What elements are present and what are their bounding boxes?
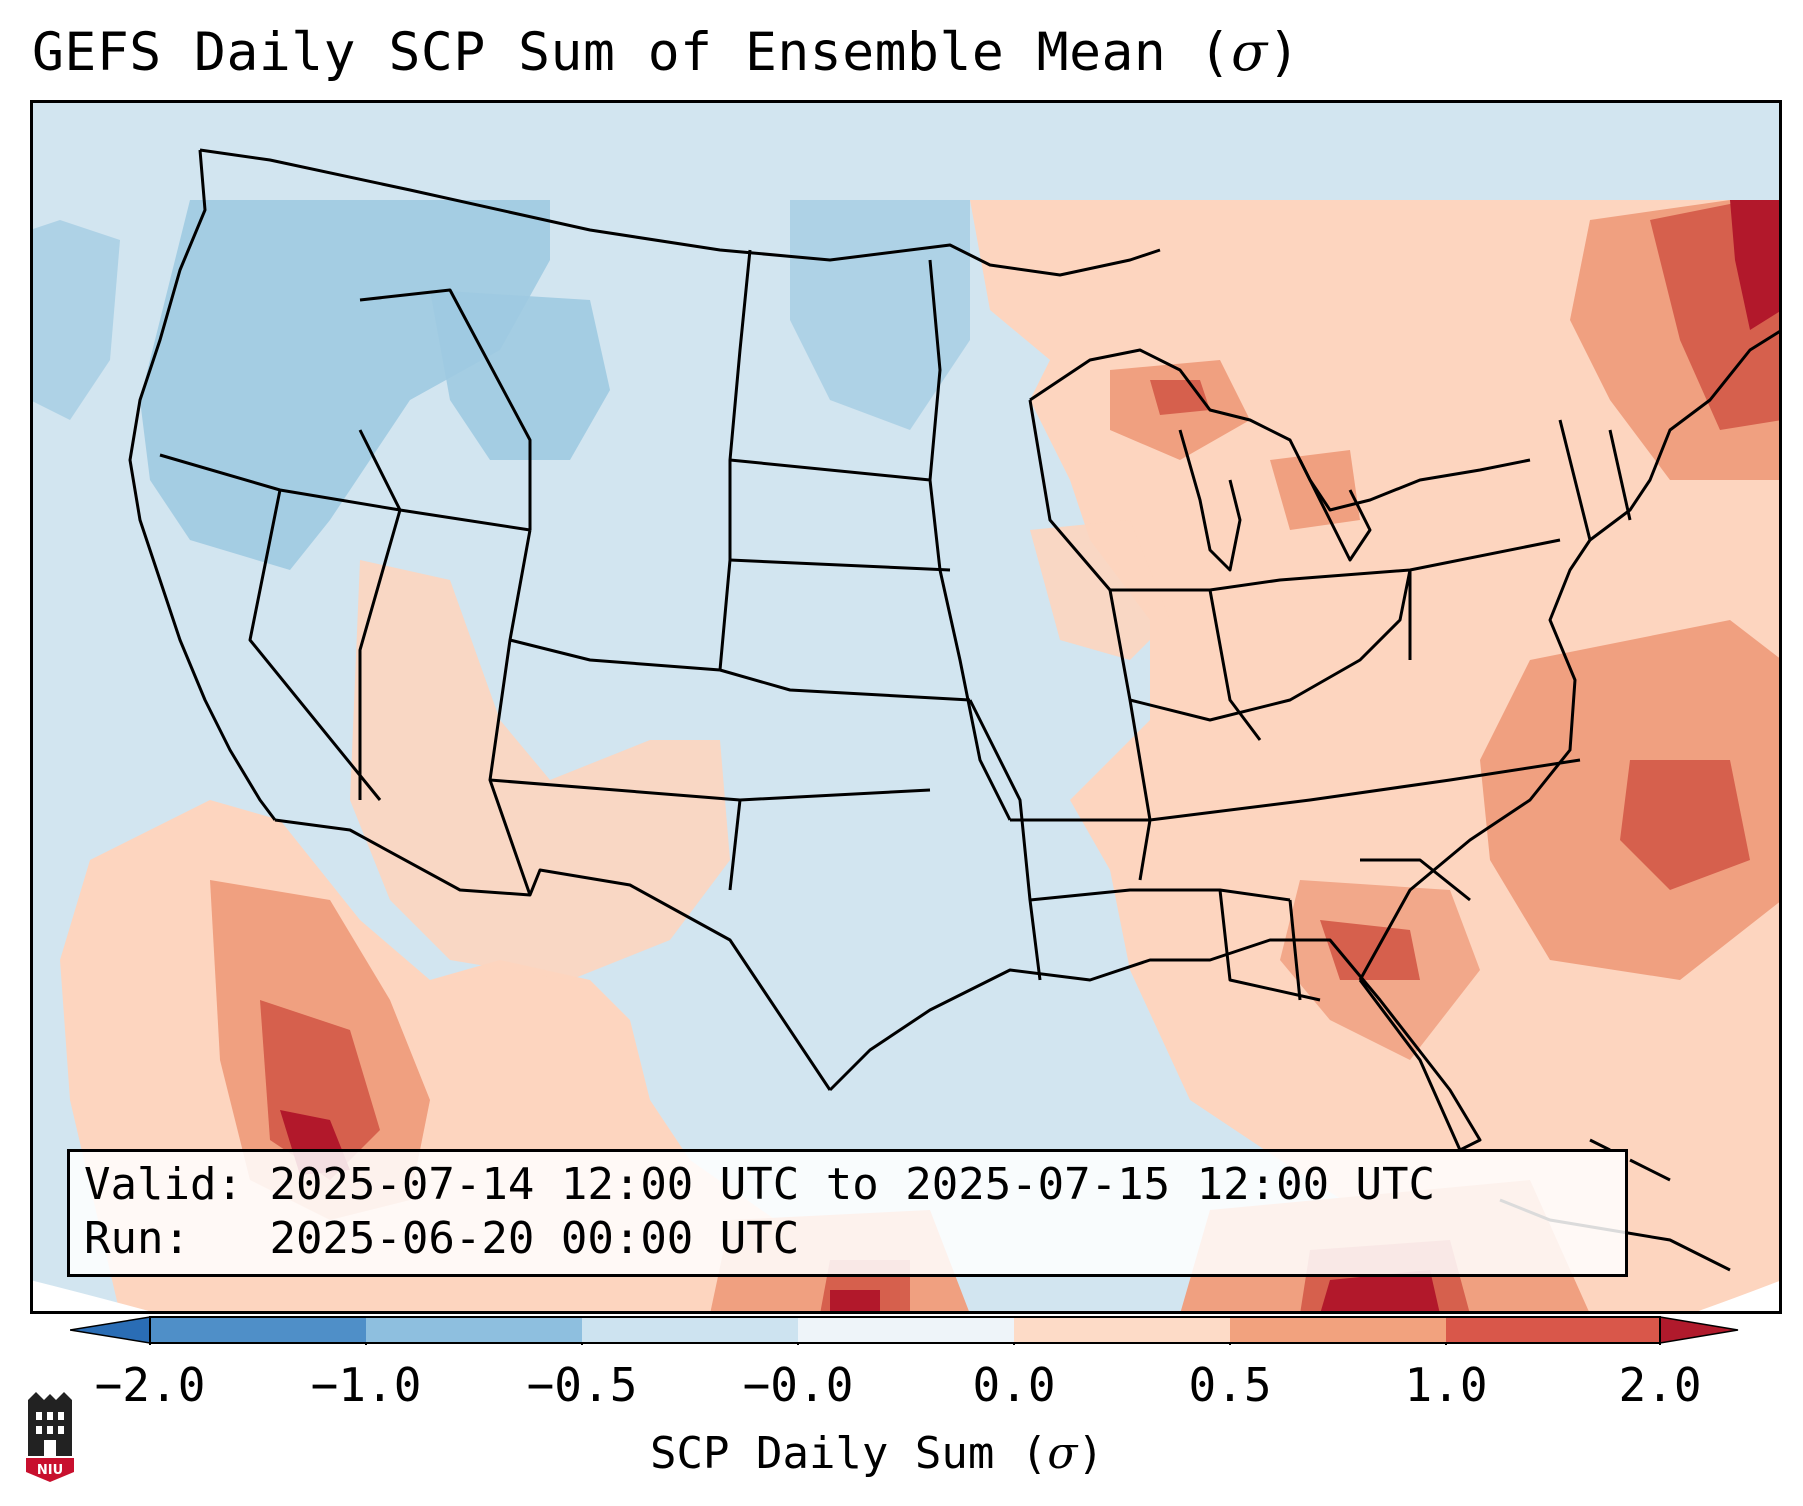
run-label: Run: (84, 1213, 190, 1264)
colorbar-extend-low (70, 1316, 151, 1344)
projection-edge-left (30, 1280, 160, 1314)
valid-value: 2025-07-14 12:00 UTC to 2025-07-15 12:00… (269, 1159, 1436, 1210)
colorbar-segment (582, 1317, 798, 1343)
colorbar-segment (1230, 1317, 1446, 1343)
colorbar-segment (366, 1317, 582, 1343)
colorbar-tick-label: 2.0 (1618, 1358, 1702, 1412)
colorbar-segment (1446, 1317, 1660, 1343)
colorbar-tick-label: 1.0 (1404, 1358, 1488, 1412)
colorbar-tick-label: 0.0 (972, 1358, 1056, 1412)
valid-label: Valid: (84, 1159, 243, 1210)
map-panel (30, 100, 1782, 1314)
colorbar-segment (150, 1317, 366, 1343)
colorbar-tick-label: −0.5 (526, 1358, 638, 1412)
niu-logo: NIU (26, 1392, 74, 1482)
colorbar-tick-label: −0.0 (742, 1358, 854, 1412)
anomaly-field (30, 200, 1782, 1314)
niu-logo-text: NIU (37, 1463, 63, 1478)
colorbar-extend-high (1659, 1316, 1739, 1344)
colorbar (70, 1316, 1739, 1345)
run-value: 2025-06-20 00:00 UTC (269, 1213, 800, 1264)
state-boundaries (128, 148, 1782, 1152)
map-frame (30, 100, 1782, 1314)
projection-edge-right (1690, 1280, 1782, 1314)
colorbar-tick-label: 0.5 (1188, 1358, 1272, 1412)
valid-run-info-box: Valid: 2025-07-14 12:00 UTC to 2025-07-1… (67, 1149, 1628, 1277)
colorbar-label: SCP Daily Sum (σ) (650, 1428, 1104, 1479)
colorbar-tick-label: −2.0 (94, 1358, 206, 1412)
chart-title: GEFS Daily SCP Sum of Ensemble Mean (σ) (32, 22, 1301, 83)
colorbar-tick-label: −1.0 (310, 1358, 422, 1412)
colorbar-segment (798, 1317, 1014, 1343)
colorbar-segment (1014, 1317, 1230, 1343)
